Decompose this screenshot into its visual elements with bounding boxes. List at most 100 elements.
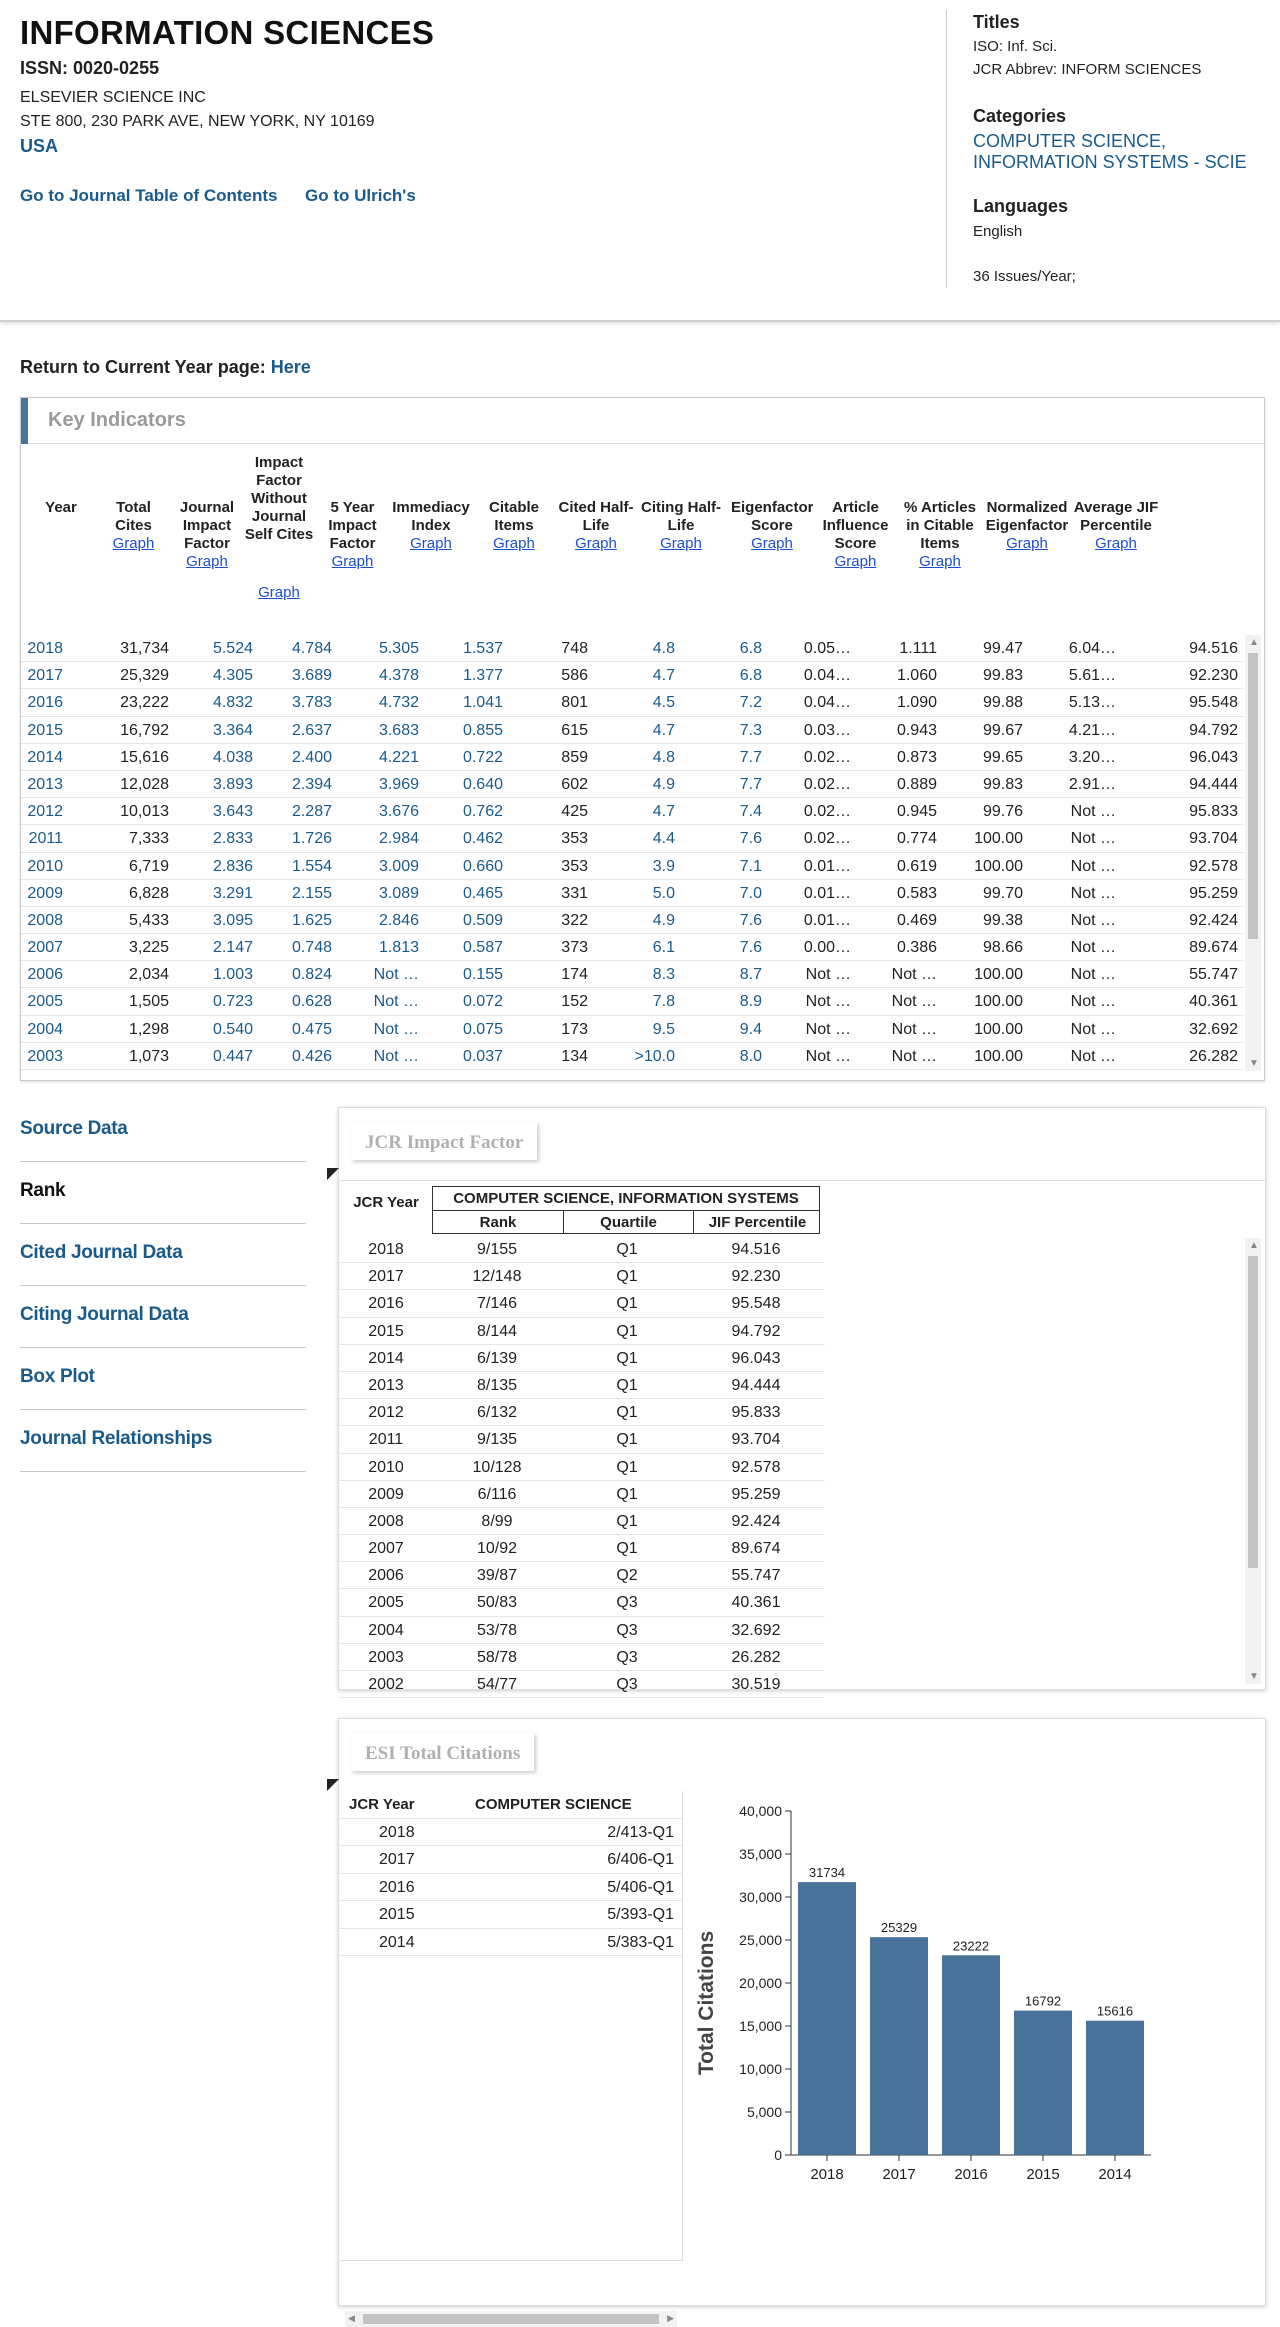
- cell: Q1: [616, 1431, 638, 1449]
- cell: 6/406-Q1: [607, 1851, 674, 1868]
- cell: 95.259: [1189, 884, 1238, 902]
- year-link[interactable]: 2007: [27, 939, 63, 957]
- scroll-right-icon[interactable]: ▶: [667, 2313, 674, 2323]
- cell: 0.386: [896, 939, 937, 957]
- col-header-4: 5 Year Impact Factor Graph: [315, 499, 390, 571]
- cell: 2008: [368, 1512, 404, 1530]
- year-link[interactable]: 2009: [27, 884, 63, 902]
- year-link[interactable]: 2017: [27, 667, 63, 685]
- table-row: 2016 5/406-Q1: [339, 1874, 682, 1901]
- cell: 94.516: [731, 1241, 781, 1258]
- nav-item-citing-journal-data[interactable]: Citing Journal Data: [20, 1286, 306, 1348]
- cell: 2010: [368, 1458, 404, 1476]
- cell: 99.88: [982, 694, 1023, 712]
- graph-link[interactable]: Graph: [331, 553, 374, 570]
- scroll-thumb[interactable]: [363, 2314, 659, 2324]
- cell: 92.424: [731, 1512, 781, 1530]
- year-link[interactable]: 2013: [27, 775, 63, 793]
- cell: 2003: [368, 1648, 404, 1666]
- cell: 8/99: [481, 1512, 513, 1530]
- graph-link[interactable]: Graph: [410, 535, 452, 552]
- issues-per-year: 36 Issues/Year;: [973, 268, 1076, 285]
- cell: 100.00: [974, 830, 1023, 848]
- rank-col-header-1: Quartile: [563, 1211, 693, 1233]
- cell: 0.02…: [803, 748, 851, 766]
- graph-link[interactable]: Graph: [493, 535, 535, 552]
- year-link[interactable]: 2003: [27, 1047, 63, 1065]
- cell: 615: [561, 721, 588, 739]
- cell: Q1: [616, 1376, 638, 1394]
- cell: 31,734: [120, 640, 169, 657]
- cell: 2.833: [212, 830, 253, 848]
- scroll-up-icon[interactable]: ▲: [1249, 637, 1259, 648]
- cell: 50/83: [476, 1594, 518, 1612]
- cell: 9.4: [739, 1020, 762, 1038]
- cell: 5.13…: [1068, 694, 1116, 712]
- year-link[interactable]: 2010: [27, 857, 63, 875]
- cell: 7.3: [739, 721, 762, 739]
- nav-item-journal-relationships[interactable]: Journal Relationships: [20, 1410, 306, 1472]
- graph-link[interactable]: Graph: [186, 553, 228, 570]
- graph-link[interactable]: Graph: [919, 553, 961, 570]
- graph-link[interactable]: Graph: [575, 535, 617, 552]
- cell: 2017: [379, 1851, 415, 1868]
- table-row: 2010 10/128 Q1 92.578: [339, 1454, 825, 1481]
- year-link[interactable]: 2016: [27, 694, 63, 712]
- cell: 3.089: [378, 884, 419, 902]
- year-link[interactable]: 2014: [27, 748, 63, 766]
- journal-toc-link[interactable]: Go to Journal Table of Contents: [20, 186, 278, 205]
- cell: 2.91…: [1068, 775, 1116, 793]
- cell: 1.537: [462, 640, 503, 657]
- cell: 54/77: [476, 1676, 518, 1693]
- scroll-down-icon[interactable]: ▼: [1249, 1671, 1259, 1682]
- cell: 4.305: [212, 667, 253, 685]
- col-header-label: Journal Impact Factor: [179, 499, 235, 552]
- scroll-thumb[interactable]: [1248, 653, 1258, 939]
- year-link[interactable]: 2008: [27, 911, 63, 929]
- ulrich-link[interactable]: Go to Ulrich's: [305, 186, 416, 205]
- col-header-label: Total Cites: [115, 499, 152, 534]
- year-link[interactable]: 2012: [27, 803, 63, 821]
- cell: 12/148: [472, 1268, 522, 1286]
- graph-link[interactable]: Graph: [751, 535, 793, 552]
- year-link[interactable]: 2011: [28, 830, 63, 848]
- rank-scrollbar[interactable]: ▲ ▼: [1245, 1238, 1261, 1684]
- scroll-up-icon[interactable]: ▲: [1249, 1240, 1259, 1251]
- cell: Q1: [616, 1349, 638, 1367]
- cell: 2.155: [291, 884, 332, 902]
- year-link[interactable]: 2015: [27, 721, 63, 739]
- esi-total-citations-tab[interactable]: ESI Total Citations: [351, 1733, 535, 1771]
- cell: 92.230: [1189, 667, 1238, 685]
- cell: 5.0: [652, 884, 675, 902]
- cell: 95.548: [1189, 694, 1238, 712]
- table-row: 2007 3,225 2.147 0.748 1.813 0.587 373 6.1 7.6 0.…: [21, 934, 1243, 962]
- year-link[interactable]: 2006: [27, 966, 63, 984]
- return-here-link[interactable]: Here: [270, 357, 311, 377]
- year-link[interactable]: 2004: [27, 1020, 63, 1038]
- scroll-down-icon[interactable]: ▼: [1249, 1058, 1259, 1069]
- graph-link[interactable]: Graph: [1095, 535, 1137, 552]
- graph-link[interactable]: Graph: [258, 584, 300, 601]
- year-link[interactable]: 2005: [27, 993, 63, 1011]
- nav-item-rank[interactable]: Rank: [20, 1162, 306, 1224]
- cell: 2016: [368, 1295, 404, 1313]
- scroll-thumb[interactable]: [1248, 1256, 1258, 1568]
- nav-item-cited-journal-data[interactable]: Cited Journal Data: [20, 1224, 306, 1286]
- nav-item-box-plot[interactable]: Box Plot: [20, 1348, 306, 1410]
- graph-link[interactable]: Graph: [1006, 535, 1048, 552]
- table-row: 2013 12,028 3.893 2.394 3.969 0.640 602 4.9 7.7 0…: [21, 771, 1243, 799]
- cell: 1,298: [128, 1020, 169, 1038]
- table-row: 2003 1,073 0.447 0.426 Not … 0.037 134 >10.0 8.0…: [21, 1043, 1243, 1070]
- category-value: COMPUTER SCIENCE, INFORMATION SYSTEMS - …: [973, 131, 1247, 172]
- jcr-impact-factor-tab[interactable]: JCR Impact Factor: [351, 1122, 538, 1160]
- graph-link[interactable]: Graph: [660, 535, 702, 552]
- graph-link[interactable]: Graph: [834, 553, 877, 570]
- table-row: 2007 10/92 Q1 89.674: [339, 1535, 825, 1563]
- year-link[interactable]: 2018: [27, 640, 63, 657]
- table-row: 2011 7,333 2.833 1.726 2.984 0.462 353 4.4 7.6 0.…: [21, 825, 1243, 853]
- nav-item-source-data[interactable]: Source Data: [20, 1100, 306, 1162]
- graph-link[interactable]: Graph: [112, 535, 155, 552]
- key-indicators-scrollbar[interactable]: ▲ ▼: [1245, 635, 1261, 1071]
- scroll-left-icon[interactable]: ◀: [348, 2313, 355, 2323]
- esi-horizontal-scrollbar[interactable]: ◀ ▶: [345, 2311, 677, 2327]
